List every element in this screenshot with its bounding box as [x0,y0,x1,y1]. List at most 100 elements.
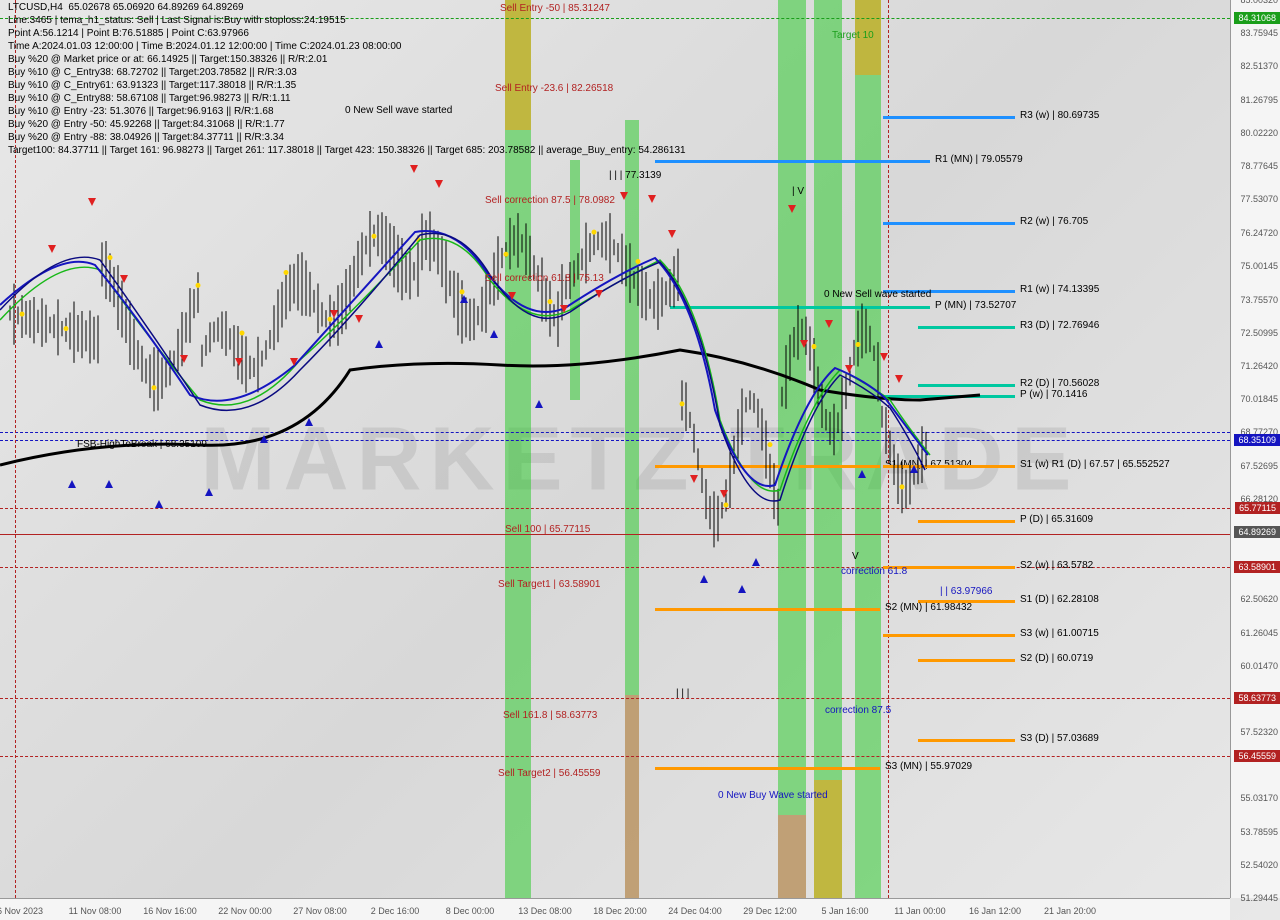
hline [0,756,1230,757]
pivot-line [655,767,880,770]
pivot-line [883,465,1015,468]
arrow-down [690,475,698,483]
y-tick: 72.50995 [1240,328,1278,338]
y-tick: 77.53070 [1240,194,1278,204]
pivot-label: S2 (D) | 60.0719 [1020,653,1093,664]
annotation: correction 61.8 [841,566,907,577]
pivot-label: R1 (MN) | 79.05579 [935,154,1023,165]
arrow-up [375,340,383,348]
annotation: 0 New Buy Wave started [718,790,828,801]
arrow-down [180,355,188,363]
pivot-label: P (MN) | 73.52707 [935,300,1016,311]
arrow-down [120,275,128,283]
x-tick: 2 Dec 16:00 [371,906,420,916]
price-tag: 56.45559 [1234,750,1280,762]
x-tick: 24 Dec 04:00 [668,906,722,916]
zone [778,0,806,898]
arrow-down [620,192,628,200]
pivot-label: P (D) | 65.31609 [1020,514,1093,525]
pivot-label: R2 (D) | 70.56028 [1020,378,1099,389]
y-tick: 62.50620 [1240,594,1278,604]
pivot-line [883,222,1015,225]
pivot-label: R1 (w) | 74.13395 [1020,284,1099,295]
pivot-label: R3 (D) | 72.76946 [1020,320,1099,331]
arrow-up [155,500,163,508]
arrow-down [895,375,903,383]
x-tick: 11 Nov 08:00 [69,906,122,916]
info-line: Buy %20 @ Entry -88: 38.04926 || Target:… [8,131,686,144]
annotation: Target 10 [832,30,874,41]
x-tick: 16 Nov 16:00 [143,906,197,916]
zone [625,695,639,900]
y-axis: 85.0032083.7594582.5137081.2679580.02220… [1230,0,1280,898]
x-tick: 11 Jan 00:00 [894,906,945,916]
arrow-down [800,340,808,348]
arrow-down [880,353,888,361]
zone [855,0,881,898]
x-tick: 27 Nov 08:00 [293,906,347,916]
y-tick: 57.52320 [1240,727,1278,737]
pivot-label: S3 (MN) | 55.97029 [885,761,972,772]
arrow-down [825,320,833,328]
pivot-line [655,160,930,163]
annotation: correction 87.5 [825,705,891,716]
arrow-up [205,488,213,496]
hline [0,698,1230,699]
pivot-line [918,520,1015,523]
pivot-label: S2 (w) | 63.5782 [1020,560,1093,571]
pivot-label: S2 (MN) | 61.98432 [885,602,972,613]
arrow-up [700,575,708,583]
x-tick: 16 Jan 12:00 [969,906,1021,916]
annotation: 0 New Sell wave started [824,289,931,300]
x-tick: 8 Dec 00:00 [446,906,495,916]
arrow-down [355,315,363,323]
zone [778,815,806,898]
y-tick: 61.26045 [1240,628,1278,638]
arrow-up [752,558,760,566]
arrow-down [48,245,56,253]
pivot-line [670,306,930,309]
price-tag: 63.58901 [1234,561,1280,573]
info-line: Buy %10 @ C_Entry38: 68.72702 || Target:… [8,66,686,79]
arrow-down [788,205,796,213]
x-axis: 6 Nov 202311 Nov 08:0016 Nov 16:0022 Nov… [0,898,1230,920]
arrow-up [490,330,498,338]
pivot-line [883,395,1015,398]
arrow-up [260,435,268,443]
pivot-line [883,634,1015,637]
arrow-down [648,195,656,203]
info-line: Line:3465 | tema_h1_status: Sell | Last … [8,14,686,27]
price-tag: 64.89269 [1234,526,1280,538]
arrow-up [910,465,918,473]
price-tag: 84.31068 [1234,12,1280,24]
arrow-down [330,310,338,318]
arrow-down [290,358,298,366]
price-tag: 68.35109 [1234,434,1280,446]
x-tick: 29 Dec 12:00 [743,906,797,916]
pivot-line [655,465,880,468]
y-tick: 70.01845 [1240,394,1278,404]
hline [0,508,1230,509]
zone [814,0,842,898]
x-tick: 22 Nov 00:00 [218,906,272,916]
y-tick: 67.52695 [1240,461,1278,471]
arrow-down [720,490,728,498]
arrow-up [105,480,113,488]
annotation: | | | 77.3139 [609,170,661,181]
info-line: Target100: 84.37711 || Target 161: 96.98… [8,144,686,157]
arrow-down [435,180,443,188]
arrow-down [668,230,676,238]
pivot-label: S3 (w) | 61.00715 [1020,628,1099,639]
price-tag: 65.77115 [1235,502,1280,514]
y-tick: 71.26420 [1240,361,1278,371]
hline [0,534,1230,535]
price-tag: 58.63773 [1234,692,1280,704]
pivot-line [918,739,1015,742]
arrow-down [410,165,418,173]
arrow-up [305,418,313,426]
pivot-line [918,659,1015,662]
hline [0,432,1230,433]
y-tick: 85.00320 [1240,0,1278,5]
arrow-down [845,365,853,373]
y-tick: 53.78595 [1240,827,1278,837]
